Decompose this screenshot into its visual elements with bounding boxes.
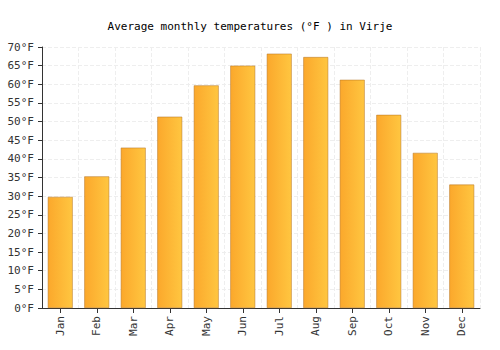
svg-text:Average monthly temperatures (: Average monthly temperatures (°F ) in Vi… <box>108 20 393 33</box>
svg-text:20°F: 20°F <box>8 227 35 240</box>
svg-text:Apr: Apr <box>163 316 176 336</box>
svg-text:30°F: 30°F <box>8 190 35 203</box>
svg-text:45°F: 45°F <box>8 134 35 147</box>
svg-text:Jul: Jul <box>273 316 286 336</box>
svg-text:55°F: 55°F <box>8 96 35 109</box>
svg-text:May: May <box>200 316 213 336</box>
svg-text:Aug: Aug <box>309 316 322 336</box>
svg-text:Jun: Jun <box>236 316 249 336</box>
svg-text:50°F: 50°F <box>8 115 35 128</box>
svg-text:Jan: Jan <box>54 316 67 336</box>
svg-text:5°F: 5°F <box>14 283 34 296</box>
svg-text:Oct: Oct <box>382 316 395 336</box>
svg-text:60°F: 60°F <box>8 78 35 91</box>
svg-text:70°F: 70°F <box>8 41 35 54</box>
svg-text:65°F: 65°F <box>8 59 35 72</box>
svg-text:Mar: Mar <box>127 316 140 336</box>
svg-text:0°F: 0°F <box>14 302 34 315</box>
svg-text:25°F: 25°F <box>8 208 35 221</box>
svg-text:40°F: 40°F <box>8 152 35 165</box>
svg-text:35°F: 35°F <box>8 171 35 184</box>
svg-text:Nov: Nov <box>419 316 432 336</box>
svg-text:Feb: Feb <box>90 316 103 336</box>
svg-text:15°F: 15°F <box>8 246 35 259</box>
svg-text:10°F: 10°F <box>8 264 35 277</box>
svg-text:Dec: Dec <box>455 316 468 336</box>
svg-text:Sep: Sep <box>346 316 359 336</box>
